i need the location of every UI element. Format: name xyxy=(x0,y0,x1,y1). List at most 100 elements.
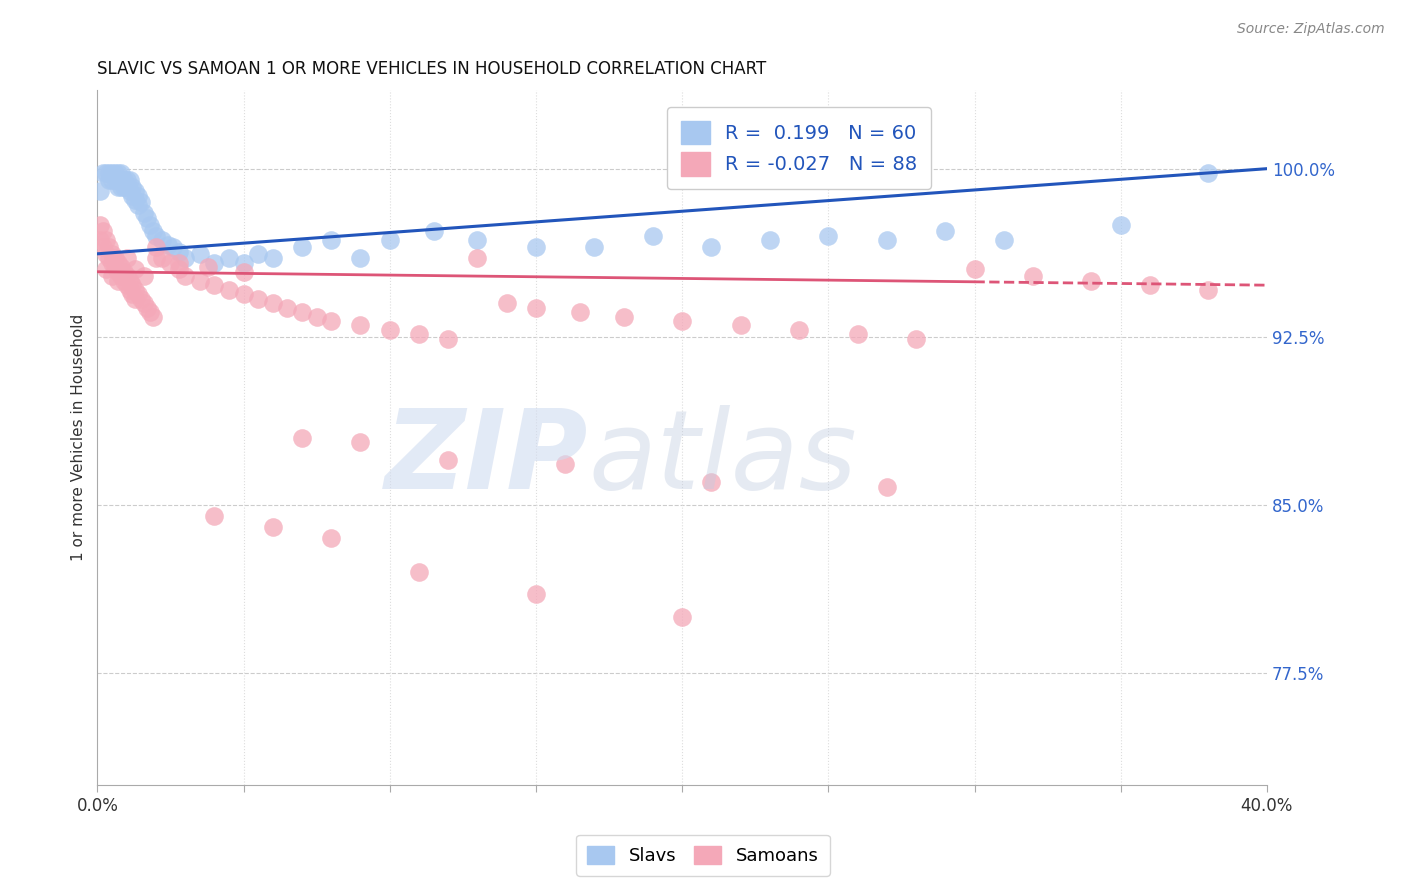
Point xyxy=(107,166,129,180)
Point xyxy=(127,287,149,301)
Point xyxy=(115,269,138,284)
Point xyxy=(262,252,284,266)
Point xyxy=(104,252,127,266)
Point xyxy=(94,166,117,180)
Point xyxy=(156,237,179,252)
Point xyxy=(110,166,132,180)
Point xyxy=(101,256,124,270)
Point xyxy=(232,265,254,279)
Point xyxy=(174,252,197,266)
Point xyxy=(671,314,693,328)
Point xyxy=(1022,269,1045,284)
Legend: R =  0.199   N = 60, R = -0.027   N = 88: R = 0.199 N = 60, R = -0.027 N = 88 xyxy=(666,107,931,189)
Point xyxy=(124,292,146,306)
Point xyxy=(112,274,135,288)
Point xyxy=(846,327,869,342)
Point xyxy=(115,252,138,266)
Point xyxy=(1109,218,1132,232)
Point xyxy=(98,240,121,254)
Point xyxy=(349,318,371,333)
Point xyxy=(91,240,114,254)
Point xyxy=(101,247,124,261)
Point xyxy=(232,287,254,301)
Point xyxy=(91,224,114,238)
Point xyxy=(247,292,270,306)
Point xyxy=(437,332,460,346)
Point xyxy=(1139,278,1161,293)
Point xyxy=(112,179,135,194)
Point xyxy=(349,252,371,266)
Point xyxy=(142,310,165,324)
Point xyxy=(218,283,240,297)
Point xyxy=(121,287,143,301)
Point xyxy=(107,179,129,194)
Point xyxy=(110,269,132,284)
Point xyxy=(1197,283,1219,297)
Point xyxy=(291,305,314,319)
Point xyxy=(321,314,343,328)
Point xyxy=(107,173,129,187)
Point xyxy=(98,252,121,266)
Point xyxy=(139,218,162,232)
Point xyxy=(115,179,138,194)
Point xyxy=(110,179,132,194)
Point xyxy=(134,206,156,220)
Point xyxy=(467,252,489,266)
Point xyxy=(876,233,898,247)
Point xyxy=(993,233,1015,247)
Point xyxy=(112,265,135,279)
Point xyxy=(121,179,143,194)
Text: Source: ZipAtlas.com: Source: ZipAtlas.com xyxy=(1237,22,1385,37)
Point xyxy=(495,296,517,310)
Point xyxy=(568,305,591,319)
Point xyxy=(150,252,173,266)
Point xyxy=(262,296,284,310)
Point xyxy=(101,269,124,284)
Point xyxy=(98,173,121,187)
Point xyxy=(188,274,211,288)
Point xyxy=(89,218,111,232)
Point xyxy=(321,532,343,546)
Point xyxy=(583,240,606,254)
Point xyxy=(524,587,547,601)
Point xyxy=(112,173,135,187)
Point xyxy=(378,323,401,337)
Point xyxy=(129,195,152,210)
Point xyxy=(700,240,723,254)
Point xyxy=(104,260,127,275)
Point xyxy=(104,173,127,187)
Point xyxy=(202,256,225,270)
Point xyxy=(89,184,111,198)
Point xyxy=(700,475,723,490)
Point xyxy=(129,292,152,306)
Y-axis label: 1 or more Vehicles in Household: 1 or more Vehicles in Household xyxy=(72,314,86,561)
Point xyxy=(876,480,898,494)
Point xyxy=(613,310,636,324)
Point xyxy=(101,173,124,187)
Point xyxy=(524,240,547,254)
Point xyxy=(817,228,839,243)
Point xyxy=(118,173,141,187)
Point xyxy=(94,247,117,261)
Point xyxy=(247,247,270,261)
Point xyxy=(232,256,254,270)
Point xyxy=(162,240,184,254)
Point xyxy=(124,262,146,277)
Legend: Slavs, Samoans: Slavs, Samoans xyxy=(576,835,830,876)
Point xyxy=(167,262,190,277)
Point xyxy=(1080,274,1102,288)
Point xyxy=(124,283,146,297)
Point xyxy=(202,278,225,293)
Point xyxy=(159,256,181,270)
Point xyxy=(408,327,430,342)
Point xyxy=(349,435,371,450)
Point xyxy=(118,274,141,288)
Point xyxy=(321,233,343,247)
Point xyxy=(127,197,149,211)
Point xyxy=(167,256,190,270)
Point xyxy=(276,301,298,315)
Point xyxy=(554,458,576,472)
Point xyxy=(89,233,111,247)
Point xyxy=(291,240,314,254)
Point xyxy=(136,211,159,225)
